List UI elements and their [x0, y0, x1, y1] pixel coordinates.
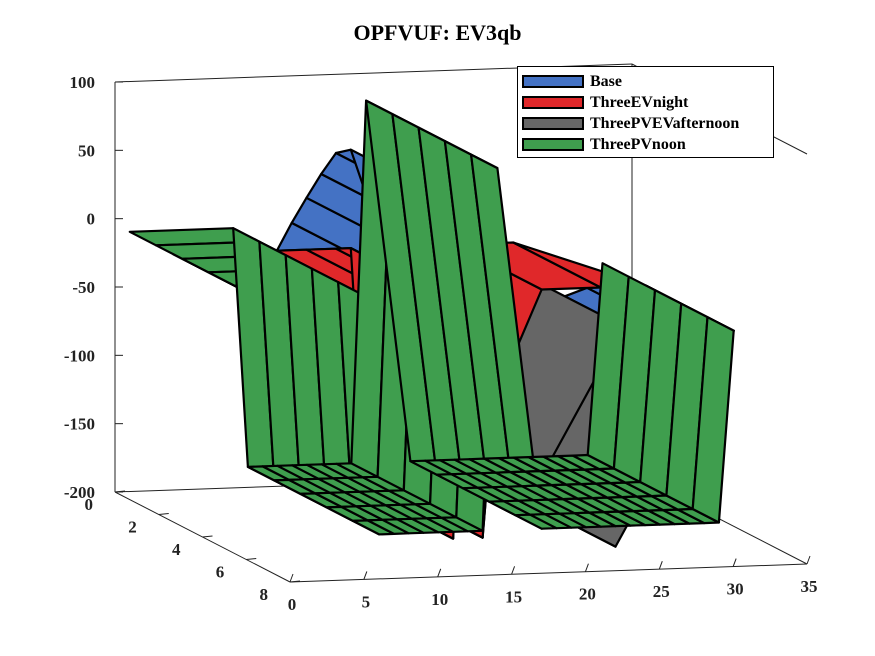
legend-label: ThreePVEVafternoon	[590, 114, 740, 132]
chart-title: OPFVUF: EV3qb	[353, 20, 522, 45]
y-tick-label: 6	[216, 563, 225, 582]
z-tick-label: 0	[87, 210, 96, 229]
x-tick-mark	[289, 573, 294, 583]
surface-series	[128, 99, 735, 536]
axis-edge	[289, 563, 808, 583]
legend-swatch	[522, 75, 584, 88]
y-tick-label: 2	[128, 518, 137, 537]
x-tick-label: 5	[362, 592, 371, 611]
legend-label: ThreePVnoon	[590, 135, 686, 153]
z-tick-label: 50	[78, 141, 95, 160]
y-tick-mark	[202, 535, 213, 538]
z-tick-label: 100	[70, 73, 96, 92]
z-tick-label: -150	[64, 415, 95, 434]
legend-entry[interactable]: ThreeEVnight	[518, 92, 773, 113]
x-tick-label: 30	[727, 580, 744, 599]
legend-entry[interactable]: ThreePVEVafternoon	[518, 113, 773, 134]
legend-label: ThreeEVnight	[590, 93, 689, 111]
y-tick-label: 0	[85, 495, 94, 514]
legend-swatch	[522, 96, 584, 109]
z-tick-label: -200	[64, 483, 95, 502]
legend-label: Base	[590, 72, 622, 90]
x-tick-mark	[363, 571, 368, 580]
x-tick-mark	[806, 555, 811, 565]
x-tick-mark	[511, 566, 516, 575]
x-tick-label: 35	[801, 577, 818, 596]
y-tick-mark	[289, 580, 301, 583]
z-tick-label: -100	[64, 346, 95, 365]
x-tick-mark	[732, 558, 737, 567]
legend-swatch	[522, 138, 584, 151]
y-tick-label: 8	[260, 585, 269, 604]
x-tick-label: 10	[431, 590, 448, 609]
x-tick-label: 20	[579, 585, 596, 604]
z-tick-label: -50	[72, 278, 95, 297]
y-tick-mark	[158, 513, 169, 515]
legend[interactable]: Base ThreeEVnight ThreePVEVafternoon Thr…	[517, 66, 774, 158]
legend-swatch	[522, 117, 584, 130]
surface-face	[691, 316, 735, 524]
x-tick-mark	[437, 568, 442, 578]
y-tick-mark	[246, 558, 257, 560]
surface-plot	[128, 99, 735, 548]
x-tick-label: 0	[288, 595, 297, 614]
x-tick-label: 15	[505, 587, 522, 606]
x-tick-label: 25	[653, 582, 670, 601]
y-tick-label: 4	[172, 540, 181, 559]
y-tick-mark	[114, 490, 126, 493]
legend-entry[interactable]: Base	[518, 71, 773, 92]
x-tick-mark	[658, 560, 663, 570]
legend-entry[interactable]: ThreePVnoon	[518, 134, 773, 155]
x-tick-mark	[584, 563, 589, 572]
